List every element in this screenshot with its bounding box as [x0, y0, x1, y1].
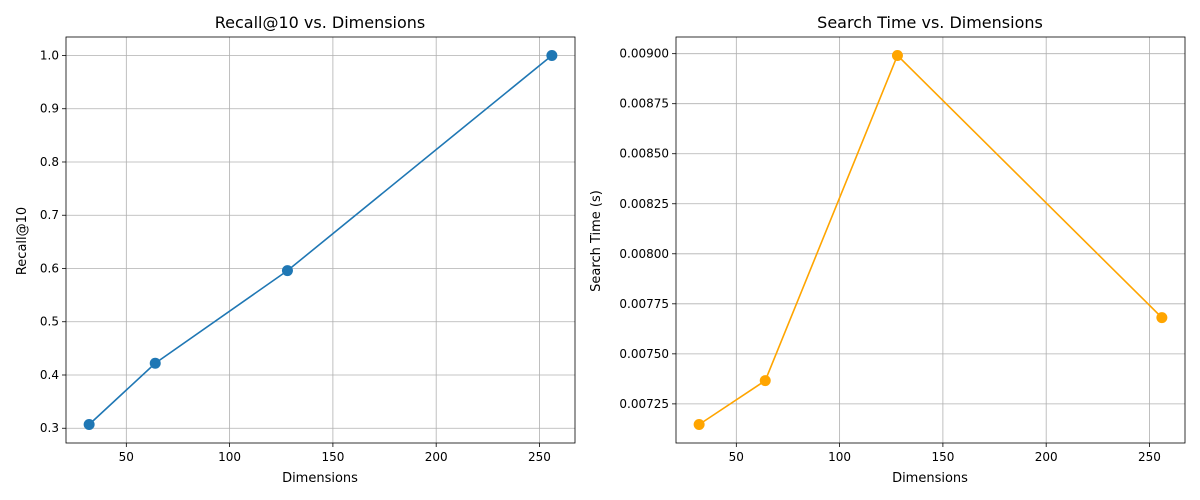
- search-time-chart-ytick-label: 0.00825: [619, 197, 669, 211]
- recall-chart-ytick-label: 0.4: [40, 368, 59, 382]
- search-time-chart-xtick-label: 200: [1035, 450, 1058, 464]
- recall-chart-ytick-label: 0.7: [40, 208, 59, 222]
- recall-chart-series-line: [88, 54, 553, 426]
- search-time-chart-xlabel: Dimensions: [892, 471, 968, 486]
- recall-chart-data-point: [149, 357, 161, 369]
- search-time-chart-ytick-label: 0.00775: [619, 297, 669, 311]
- recall-chart-ytick-label: 1.0: [40, 48, 59, 62]
- recall-chart-xlabel: Dimensions: [282, 471, 358, 486]
- recall-chart-ytick-label: 0.3: [40, 421, 59, 435]
- search-time-chart-xtick-label: 100: [828, 450, 851, 464]
- recall-chart-title: Recall@10 vs. Dimensions: [215, 13, 426, 32]
- search-time-chart-ytick-label: 0.00850: [619, 147, 669, 161]
- recall-chart-data-point: [281, 265, 293, 277]
- recall-chart-ylabel: Recall@10: [15, 207, 30, 275]
- search-time-chart: Search Time vs. Dimensions Dimensions Se…: [589, 13, 1186, 486]
- search-time-chart-ytick-label: 0.00900: [619, 47, 669, 61]
- search-time-chart-ytick-label: 0.00725: [619, 397, 669, 411]
- recall-chart-ytick-label: 0.5: [40, 315, 59, 329]
- recall-chart-xtick-label: 200: [425, 450, 448, 464]
- recall-chart-ytick-label: 0.6: [40, 261, 59, 275]
- recall-chart-ytick-label: 0.8: [40, 155, 59, 169]
- search-time-chart-data-point: [693, 418, 705, 430]
- recall-chart-ytick-label: 0.9: [40, 102, 59, 116]
- search-time-chart-xtick-label: 150: [931, 450, 954, 464]
- search-time-chart-data-point: [1156, 312, 1168, 324]
- search-time-chart-ytick-label: 0.00750: [619, 347, 669, 361]
- search-time-chart-ylabel: Search Time (s): [589, 190, 604, 292]
- recall-chart-plot-frame: [65, 36, 576, 444]
- search-time-chart-data-point: [891, 49, 903, 61]
- recall-chart-data-point: [83, 419, 95, 431]
- search-time-chart-title: Search Time vs. Dimensions: [817, 13, 1043, 32]
- search-time-chart-plot-frame: [675, 36, 1186, 444]
- search-time-chart-series-line: [698, 54, 1163, 426]
- recall-chart-xtick-label: 50: [119, 450, 134, 464]
- search-time-chart-ytick-label: 0.00875: [619, 97, 669, 111]
- recall-chart-xtick-label: 150: [321, 450, 344, 464]
- search-time-chart-xtick-label: 50: [729, 450, 744, 464]
- recall-chart-xtick-label: 100: [218, 450, 241, 464]
- recall-chart-xtick-label: 250: [528, 450, 551, 464]
- recall-chart-data-point: [546, 49, 558, 61]
- search-time-chart-ytick-label: 0.00800: [619, 247, 669, 261]
- search-time-chart-data-point: [759, 375, 771, 387]
- search-time-chart-xtick-label: 250: [1138, 450, 1161, 464]
- recall-chart: Recall@10 vs. Dimensions Dimensions Reca…: [15, 13, 576, 486]
